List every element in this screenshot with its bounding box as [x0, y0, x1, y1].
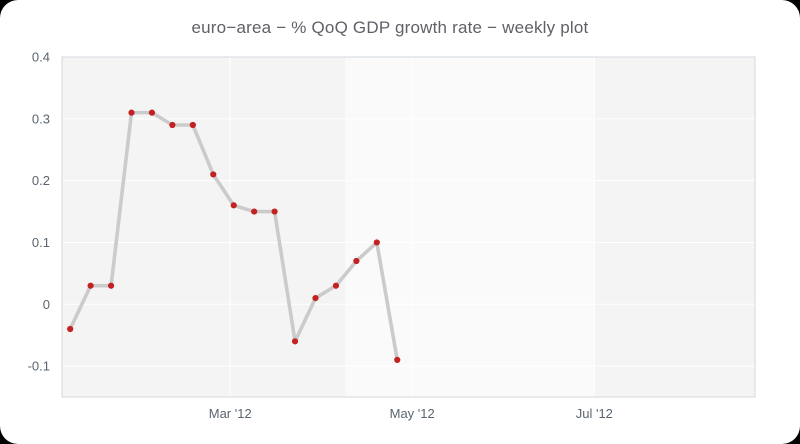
- y-axis-tick-label: 0.3: [32, 111, 50, 126]
- data-point: [394, 356, 401, 364]
- y-axis-tick-label: 0: [43, 297, 50, 312]
- data-point: [148, 109, 156, 116]
- plot-band: [345, 57, 595, 397]
- chart-title: euro−area − % QoQ GDP growth rate − week…: [191, 18, 589, 37]
- x-axis-tick-label: May '12: [390, 406, 435, 421]
- data-point: [353, 257, 360, 265]
- data-point: [210, 171, 217, 178]
- x-axis-tick-label: Jul '12: [576, 406, 613, 421]
- y-axis-tick-label: 0.2: [32, 173, 50, 188]
- data-point: [87, 282, 94, 289]
- data-point: [332, 282, 340, 289]
- data-point: [189, 121, 196, 129]
- y-axis-tick-label: 0.1: [32, 235, 50, 250]
- x-axis-tick-label: Mar '12: [209, 406, 252, 421]
- data-point: [230, 202, 237, 209]
- y-axis-tick-label: -0.1: [28, 359, 50, 374]
- plot-border: [61, 56, 756, 398]
- data-point: [251, 208, 258, 215]
- data-point: [291, 338, 299, 345]
- data-point: [373, 239, 380, 246]
- data-point: [128, 109, 135, 116]
- data-point: [169, 121, 176, 129]
- data-point: [107, 282, 115, 289]
- data-point: [271, 208, 278, 215]
- y-axis-tick-label: 0.4: [32, 50, 50, 65]
- data-point: [67, 325, 74, 333]
- data-point: [312, 294, 319, 302]
